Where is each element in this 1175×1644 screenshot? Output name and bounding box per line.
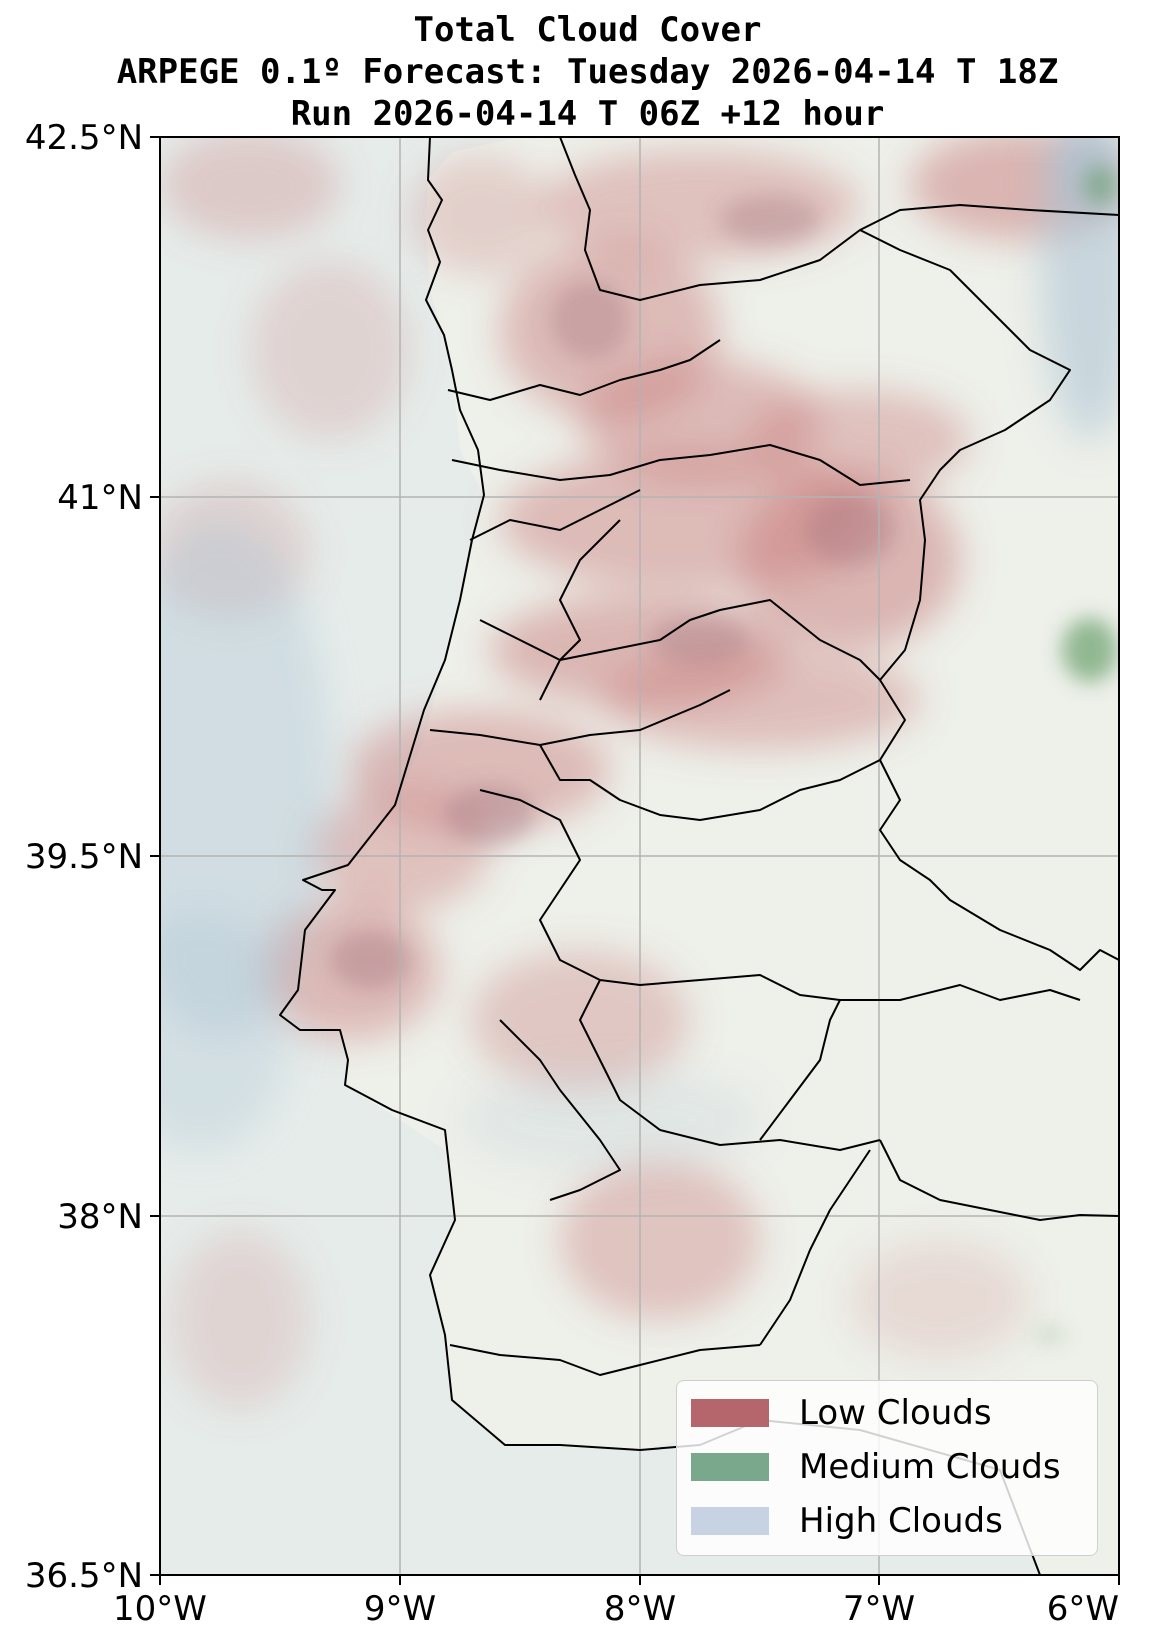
legend-item-medium-clouds: Medium Clouds — [691, 1447, 1061, 1487]
forecast-subtitle: ARPEGE 0.1º Forecast: Tuesday 2026-04-14… — [116, 52, 1059, 92]
lon-tick-label: 7°W — [843, 1589, 915, 1629]
legend-item-low-clouds: Low Clouds — [691, 1393, 992, 1433]
legend-item-high-clouds: High Clouds — [691, 1501, 1003, 1541]
gridlines — [160, 137, 1119, 1575]
low-cloud-core — [330, 195, 895, 990]
border-lines — [279, 137, 1119, 1575]
lat-tick-label: 39.5°N — [25, 837, 143, 877]
lat-tick-label: 38°N — [57, 1197, 143, 1237]
lon-tick-label: 10°W — [113, 1589, 207, 1629]
district-borders-south — [449, 999, 1119, 1376]
legend: Low Clouds Medium Clouds High Clouds — [676, 1380, 1098, 1556]
tick-marks — [150, 136, 1120, 1585]
medium-cloud-layer — [1036, 165, 1118, 1341]
coastline — [279, 137, 1041, 1575]
lon-tick-label: 6°W — [1047, 1589, 1119, 1629]
map-plot-area — [160, 137, 1119, 1575]
district-borders-north — [447, 339, 911, 701]
map-title: Total Cloud Cover — [413, 10, 762, 50]
lat-tick-label: 42.5°N — [25, 118, 143, 158]
legend-label: High Clouds — [799, 1501, 1003, 1541]
legend-swatch-low — [691, 1399, 769, 1427]
legend-label: Low Clouds — [799, 1393, 992, 1433]
high-cloud-layer — [160, 137, 1119, 1170]
lat-tick-label: 36.5°N — [25, 1556, 143, 1596]
east-border — [859, 229, 1119, 971]
north-border — [559, 137, 1119, 301]
legend-swatch-medium — [691, 1453, 769, 1481]
district-borders-central — [429, 689, 1081, 1151]
lat-tick-label: 41°N — [57, 478, 143, 518]
lon-tick-label: 9°W — [364, 1589, 436, 1629]
lon-tick-label: 8°W — [604, 1589, 676, 1629]
legend-label: Medium Clouds — [799, 1447, 1061, 1487]
run-subtitle: Run 2026-04-14 T 06Z +12 hour — [290, 94, 885, 134]
legend-swatch-high — [691, 1507, 769, 1535]
